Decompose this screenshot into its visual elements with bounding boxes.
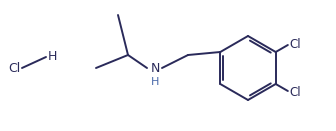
Text: H: H — [151, 77, 159, 87]
Text: Cl: Cl — [290, 86, 301, 99]
Text: H: H — [48, 50, 57, 64]
Text: N: N — [150, 61, 160, 75]
Text: Cl: Cl — [290, 37, 301, 50]
Text: Cl: Cl — [8, 61, 20, 75]
